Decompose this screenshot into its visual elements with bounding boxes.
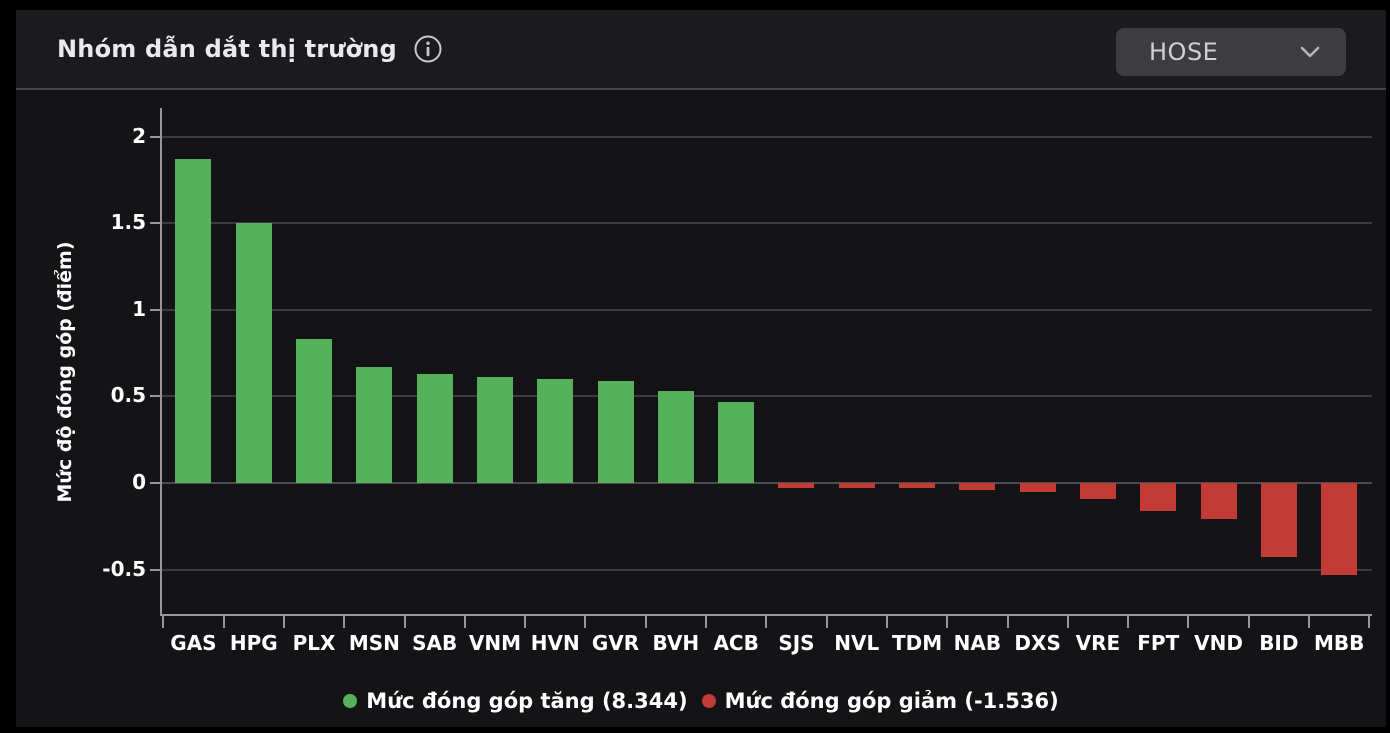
x-tick-label-FPT: FPT — [1137, 631, 1180, 655]
x-tick-mark — [162, 616, 165, 628]
bar-NAB[interactable] — [959, 483, 996, 490]
gridline-0 — [160, 482, 1373, 484]
bar-BVH[interactable] — [657, 391, 694, 483]
legend: Mức đóng góp tăng (8.344) Mức đóng góp g… — [16, 689, 1386, 713]
bar-VNM[interactable] — [476, 377, 513, 483]
y-tick-label: -0.5 — [102, 556, 146, 581]
x-tick-label-MSN: MSN — [348, 631, 400, 655]
y-tick-label: 1 — [132, 296, 146, 321]
panel-header: Nhóm dẫn dắt thị trường HOSE — [16, 10, 1386, 90]
bar-GVR[interactable] — [597, 380, 634, 483]
x-tick-mark — [1308, 616, 1310, 628]
bar-MSN[interactable] — [356, 366, 393, 483]
x-tick-label-VRE: VRE — [1075, 631, 1121, 655]
x-tick-mark — [222, 616, 225, 628]
gridline-2 — [160, 135, 1373, 138]
bar-HVN[interactable] — [537, 379, 574, 483]
green-legend-dot — [343, 694, 358, 708]
y-tick-label: 1.5 — [110, 210, 146, 235]
page-title: Nhóm dẫn dắt thị trường — [57, 35, 397, 63]
x-tick-label-DXS: DXS — [1014, 631, 1061, 655]
y-tick-mark — [150, 308, 160, 311]
bar-MBB[interactable] — [1321, 483, 1358, 575]
x-tick-mark — [1368, 616, 1371, 628]
x-tick-label-BVH: BVH — [652, 631, 700, 655]
x-tick-mark — [705, 616, 707, 628]
x-tick-label-ACB: ACB — [713, 631, 759, 655]
bar-FPT[interactable] — [1140, 483, 1177, 511]
gridline-1 — [160, 308, 1373, 311]
x-tick-label-VNM: VNM — [468, 631, 521, 655]
bar-BID[interactable] — [1260, 483, 1297, 558]
y-tick-mark — [150, 222, 160, 225]
x-tick-mark — [584, 616, 587, 628]
exchange-dropdown-value: HOSE — [1149, 38, 1219, 66]
legend-item-negative: Mức đóng góp giảm (-1.536) — [701, 689, 1059, 713]
x-axis-line — [160, 614, 1373, 616]
x-tick-mark — [1127, 616, 1130, 628]
x-tick-label-PLX: PLX — [292, 631, 336, 655]
y-tick-label: 2 — [132, 123, 146, 148]
x-tick-label-NVL: NVL — [834, 631, 880, 655]
bar-SJS[interactable] — [778, 483, 815, 489]
y-tick-mark — [150, 568, 160, 571]
x-tick-label-HPG: HPG — [229, 631, 278, 655]
bar-NVL[interactable] — [838, 483, 875, 489]
x-tick-label-HVN: HVN — [530, 631, 580, 655]
gridline-0.5 — [160, 395, 1373, 398]
x-tick-label-VND: VND — [1194, 631, 1243, 655]
exchange-dropdown[interactable]: HOSE — [1116, 28, 1346, 76]
x-tick-mark — [825, 616, 828, 628]
x-tick-label-SJS: SJS — [778, 631, 815, 655]
bar-PLX[interactable] — [296, 339, 333, 483]
x-tick-label-MBB: MBB — [1313, 631, 1365, 655]
x-tick-mark — [1066, 616, 1069, 628]
x-tick-mark — [282, 616, 285, 628]
y-tick-label: 0.5 — [110, 383, 146, 408]
bar-TDM[interactable] — [899, 483, 936, 489]
x-tick-mark — [1247, 616, 1250, 628]
x-tick-mark — [1006, 616, 1009, 628]
bar-HPG[interactable] — [235, 223, 272, 483]
chevron-down-icon — [1300, 46, 1320, 58]
bar-GAS[interactable] — [175, 159, 212, 483]
x-tick-label-SAB: SAB — [412, 631, 458, 655]
info-icon[interactable] — [413, 34, 443, 64]
x-tick-label-TDM: TDM — [891, 631, 943, 655]
x-tick-label-NAB: NAB — [953, 631, 1002, 655]
y-tick-label: 0 — [132, 470, 146, 494]
y-tick-mark — [150, 482, 160, 484]
x-tick-label-BID: BID — [1259, 631, 1299, 655]
x-tick-mark — [1187, 616, 1190, 628]
bar-ACB[interactable] — [718, 401, 755, 483]
bar-VRE[interactable] — [1079, 483, 1116, 499]
x-tick-label-GVR: GVR — [591, 631, 640, 655]
gridline--0.5 — [160, 568, 1373, 571]
bar-VND[interactable] — [1200, 483, 1237, 520]
y-axis-line — [160, 108, 162, 616]
x-tick-mark — [765, 616, 768, 628]
bar-SAB[interactable] — [416, 373, 453, 483]
x-tick-mark — [946, 616, 949, 628]
x-tick-mark — [403, 616, 406, 628]
x-tick-mark — [343, 616, 346, 628]
x-tick-mark — [885, 616, 888, 628]
legend-label-positive: Mức đóng góp tăng (8.344) — [366, 689, 688, 713]
legend-item-positive: Mức đóng góp tăng (8.344) — [343, 689, 688, 713]
x-tick-mark — [524, 616, 527, 628]
red-legend-dot — [701, 694, 716, 708]
bar-DXS[interactable] — [1019, 483, 1056, 492]
y-tick-mark — [150, 135, 160, 138]
x-tick-mark — [644, 616, 647, 628]
y-tick-mark — [150, 395, 160, 398]
x-tick-label-GAS: GAS — [170, 631, 217, 655]
x-tick-mark — [463, 616, 466, 628]
legend-label-negative: Mức đóng góp giảm (-1.536) — [724, 689, 1059, 713]
gridline-1.5 — [160, 222, 1373, 225]
